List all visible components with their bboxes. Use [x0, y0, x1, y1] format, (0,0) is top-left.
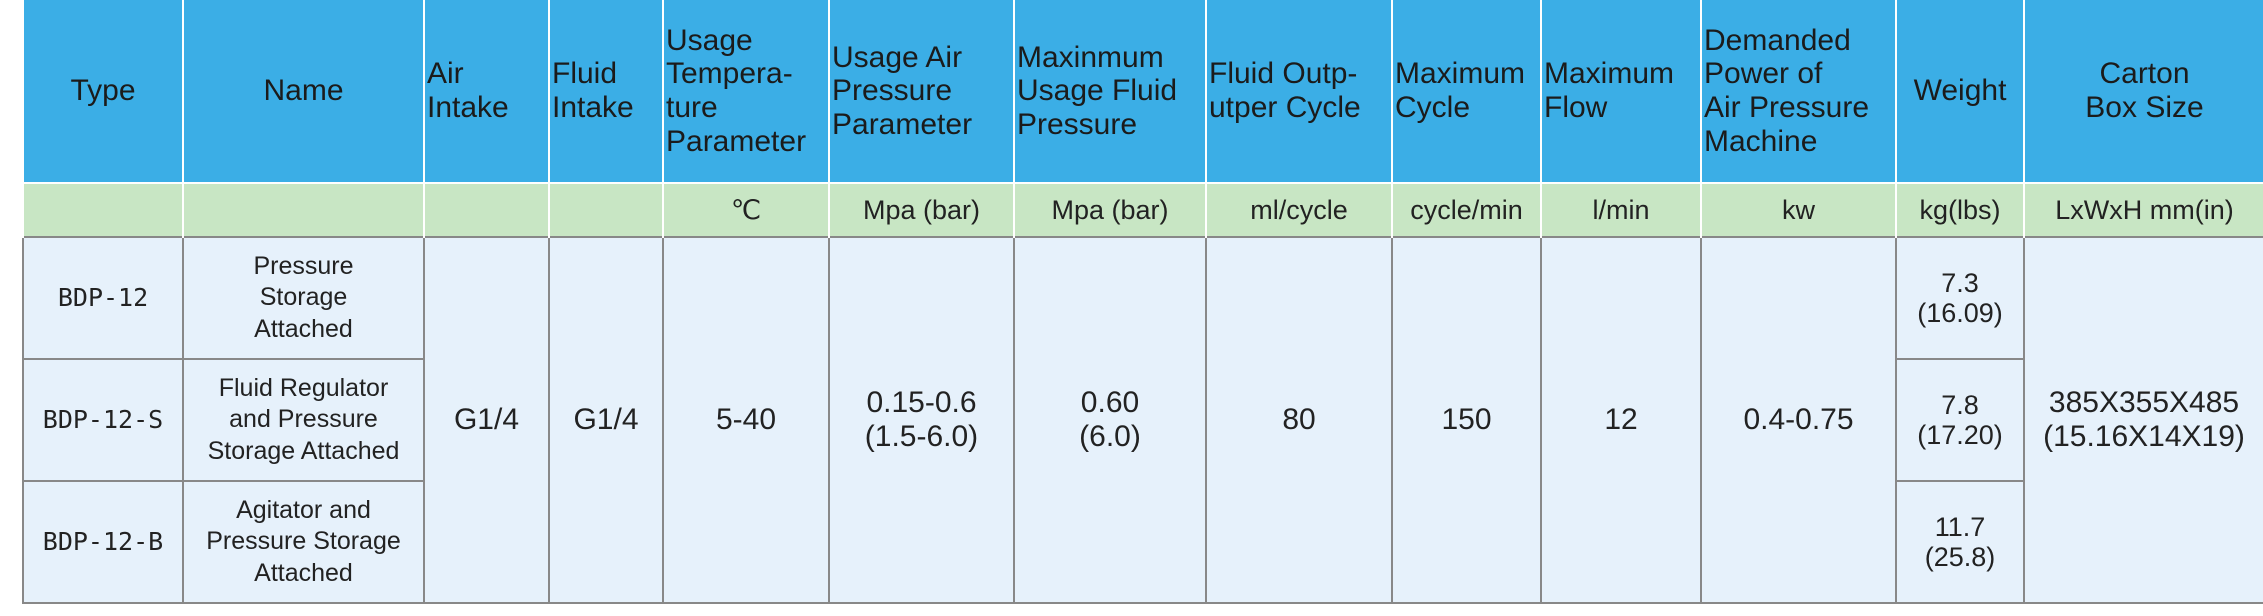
shared-cell: 0.60 (6.0) — [1013, 236, 1207, 604]
name-cell: Agitator and Pressure Storage Attached — [182, 480, 425, 604]
header-row: Type Name Air Intake Fluid Intake Usage Temp… — [22, 0, 2263, 183]
unit-cell: l/min — [1540, 182, 1701, 237]
unit-cell — [423, 182, 549, 237]
data-row: BDP-12 Pressure Storage Attached G1/4 G1/4 5… — [22, 236, 2263, 604]
unit-cell: ml/cycle — [1205, 182, 1392, 237]
shared-cell: 80 — [1205, 236, 1393, 604]
type-cell: BDP-12 — [22, 236, 184, 360]
column-header: Maximum Flow — [1540, 0, 1701, 183]
unit-cell — [548, 182, 663, 237]
column-header: Weight — [1895, 0, 2024, 183]
unit-cell: cycle/min — [1391, 182, 1541, 237]
shared-cell: 0.4-0.75 — [1700, 236, 1897, 604]
column-header: Air Intake — [423, 0, 549, 183]
unit-cell: ℃ — [662, 182, 829, 237]
unit-cell — [182, 182, 424, 237]
column-header: Carton Box Size — [2023, 0, 2263, 183]
shared-cell: 150 — [1391, 236, 1542, 604]
weight-cell: 7.8 (17.20) — [1895, 358, 2025, 482]
name-cell: Fluid Regulator and Pressure Storage Att… — [182, 358, 425, 482]
data-row: BDP-12-S Fluid Regulator and Pressure Sto… — [22, 358, 2263, 482]
column-header: Fluid Intake — [548, 0, 663, 183]
unit-cell: LxWxH mm(in) — [2023, 182, 2263, 237]
weight-cell: 11.7 (25.8) — [1895, 480, 2025, 604]
column-header: Name — [182, 0, 424, 183]
unit-cell: kg(lbs) — [1895, 182, 2024, 237]
name-cell: Pressure Storage Attached — [182, 236, 425, 360]
column-header: Type — [22, 0, 183, 183]
column-header: Usage Tempera- ture Parameter — [662, 0, 829, 183]
spec-table: Type Name Air Intake Fluid Intake Usage Temp… — [22, 0, 2263, 604]
unit-cell — [22, 182, 183, 237]
type-cell: BDP-12-S — [22, 358, 184, 482]
shared-cell: 12 — [1540, 236, 1702, 604]
weight-cell: 7.3 (16.09) — [1895, 236, 2025, 360]
shared-cell: 5-40 — [662, 236, 830, 604]
units-row: ℃ Mpa (bar) Mpa (bar) ml/cycle cycle/min l/mi… — [22, 182, 2263, 237]
unit-cell: Mpa (bar) — [828, 182, 1014, 237]
column-header: Fluid Outp- utper Cycle — [1205, 0, 1392, 183]
column-header: Maxinmum Usage Fluid Pressure — [1013, 0, 1206, 183]
unit-cell: kw — [1700, 182, 1896, 237]
unit-cell: Mpa (bar) — [1013, 182, 1206, 237]
type-cell: BDP-12-B — [22, 480, 184, 604]
column-header: Usage Air Pressure Parameter — [828, 0, 1014, 183]
shared-cell: G1/4 — [548, 236, 664, 604]
shared-cell: 0.15-0.6 (1.5-6.0) — [828, 236, 1015, 604]
data-row: BDP-12-B Agitator and Pressure Storage At… — [22, 480, 2263, 604]
column-header: Maximum Cycle — [1391, 0, 1541, 183]
table-body: Type Name Air Intake Fluid Intake Usage Temp… — [22, 0, 2263, 604]
carton-cell: 385X355X485 (15.16X14X19) — [2023, 236, 2263, 604]
column-header: Demanded Power of Air Pressure Machine — [1700, 0, 1896, 183]
shared-cell: G1/4 — [423, 236, 550, 604]
